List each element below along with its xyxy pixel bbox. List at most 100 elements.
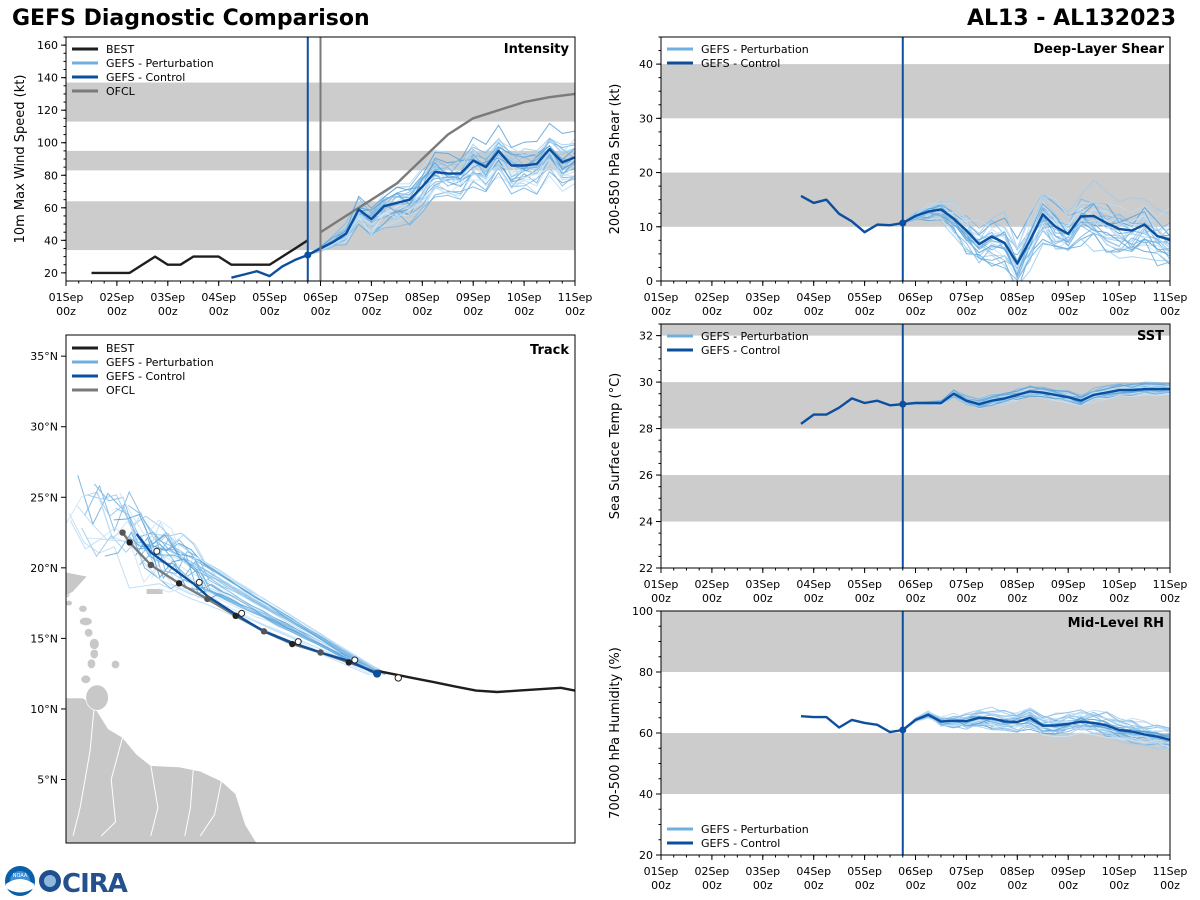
sst-ytick-label: 28 — [639, 423, 653, 436]
track-ofcl-point — [147, 561, 155, 569]
cira-logo: CIRA — [39, 869, 129, 899]
track-ofcl-point — [345, 659, 352, 666]
rh-xtick-sublabel: 00z — [1007, 879, 1027, 892]
sst-xtick-sublabel: 00z — [651, 592, 671, 605]
intensity-xtick-label: 02Sep — [100, 291, 135, 304]
sst-xtick-sublabel: 00z — [753, 592, 773, 605]
shear-xtick-label: 11Sep — [1153, 291, 1188, 304]
shear-ylabel: 200-850 hPa Shear (kt) — [608, 84, 623, 235]
sst-xtick-sublabel: 00z — [1058, 592, 1078, 605]
shear-perturbation-line — [902, 211, 1170, 281]
track-perturbation-line — [151, 553, 376, 674]
intensity-xtick-sublabel: 00z — [514, 305, 534, 318]
sst-band — [661, 382, 1170, 429]
sst-plot-area — [661, 324, 1170, 522]
track-ytick-label: 20°N — [30, 562, 58, 575]
rh-xtick-label: 05Sep — [847, 865, 882, 878]
rh-xtick-sublabel: 00z — [1058, 879, 1078, 892]
page-title: GEFS Diagnostic Comparison — [12, 6, 370, 31]
shear-ytick-label: 0 — [646, 275, 653, 288]
sst-xtick-sublabel: 00z — [1160, 592, 1180, 605]
island — [84, 628, 94, 638]
intensity-xtick-sublabel: 00z — [463, 305, 483, 318]
intensity-xtick-label: 05Sep — [252, 291, 287, 304]
intensity-legend-label: OFCL — [106, 85, 136, 98]
track-perturbation-line — [119, 492, 379, 671]
shear-xtick-sublabel: 00z — [855, 305, 875, 318]
rh-xtick-sublabel: 00z — [753, 879, 773, 892]
rh-xtick-label: 11Sep — [1153, 865, 1188, 878]
rh-xtick-sublabel: 00z — [855, 879, 875, 892]
rh-xtick-label: 07Sep — [949, 865, 984, 878]
track-ofcl-point — [119, 529, 126, 536]
track-ytick-label: 5°N — [37, 774, 58, 787]
intensity-gefs-control-line — [231, 148, 575, 279]
track-legend-label: GEFS - Perturbation — [106, 356, 214, 369]
panel-rh: 2040608010001Sep00z02Sep00z03Sep00z04Sep… — [608, 605, 1187, 892]
shear-perturbation-line — [902, 212, 1170, 269]
panel-shear: 01020304001Sep00z02Sep00z03Sep00z04Sep00… — [608, 36, 1188, 318]
track-ofcl-point — [175, 580, 183, 587]
intensity-xtick-label: 06Sep — [303, 291, 338, 304]
intensity-panel-title: Intensity — [504, 42, 570, 57]
intensity-best-line — [91, 239, 309, 275]
island — [66, 599, 73, 607]
sst-xtick-label: 02Sep — [695, 578, 730, 591]
sst-xtick-sublabel: 00z — [804, 592, 824, 605]
intensity-legend-label: GEFS - Perturbation — [106, 57, 214, 70]
rh-perturbation-line — [902, 715, 1170, 746]
intensity-xtick-sublabel: 00z — [412, 305, 432, 318]
intensity-xtick-sublabel: 00z — [260, 305, 280, 318]
shear-xtick-label: 01Sep — [644, 291, 679, 304]
sst-xtick-label: 08Sep — [1000, 578, 1035, 591]
shear-ytick-label: 40 — [639, 58, 653, 71]
sst-xtick-sublabel: 00z — [855, 592, 875, 605]
rh-perturbation-line — [902, 714, 1170, 749]
track-panel-title: Track — [530, 343, 569, 358]
sst-ytick-label: 26 — [639, 469, 653, 482]
sst-ylabel: Sea Surface Temp (°C) — [608, 373, 623, 520]
intensity-perturbation-line — [307, 138, 575, 256]
sst-ytick-label: 32 — [639, 330, 653, 343]
rh-ytick-label: 40 — [639, 788, 653, 801]
intensity-xtick-sublabel: 00z — [56, 305, 76, 318]
rh-xtick-sublabel: 00z — [702, 879, 722, 892]
track-ytick-label: 25°N — [30, 491, 58, 504]
rh-xtick-sublabel: 00z — [1160, 879, 1180, 892]
shear-perturbation-line — [902, 213, 1170, 281]
sst-band — [661, 475, 1170, 522]
island — [66, 571, 88, 597]
intensity-xtick-label: 04Sep — [201, 291, 236, 304]
shear-legend-label: GEFS - Control — [701, 57, 780, 70]
rh-xtick-label: 03Sep — [745, 865, 780, 878]
sst-xtick-sublabel: 00z — [1109, 592, 1129, 605]
intensity-xtick-sublabel: 00z — [565, 305, 585, 318]
island — [80, 674, 92, 684]
shear-plot-area — [661, 64, 1170, 281]
sst-xtick-label: 01Sep — [644, 578, 679, 591]
island — [86, 658, 97, 670]
rh-xtick-label: 08Sep — [1000, 865, 1035, 878]
track-control-point — [195, 578, 203, 586]
track-ofcl-point — [260, 628, 268, 635]
shear-perturbation-line — [902, 193, 1170, 250]
island — [89, 648, 99, 660]
shear-xtick-sublabel: 00z — [1007, 305, 1027, 318]
sst-xtick-label: 09Sep — [1051, 578, 1086, 591]
sst-legend-label: GEFS - Perturbation — [701, 330, 809, 343]
intensity-xtick-sublabel: 00z — [107, 305, 127, 318]
rh-legend-label: GEFS - Perturbation — [701, 823, 809, 836]
sst-perturbation-line — [902, 393, 1170, 410]
sst-xtick-sublabel: 00z — [957, 592, 977, 605]
intensity-xtick-sublabel: 00z — [158, 305, 178, 318]
shear-xtick-sublabel: 00z — [1109, 305, 1129, 318]
sst-xtick-sublabel: 00z — [906, 592, 926, 605]
track-legend-label: BEST — [106, 342, 134, 355]
intensity-ytick-label: 140 — [37, 72, 58, 85]
rh-xtick-label: 09Sep — [1051, 865, 1086, 878]
track-control-point — [351, 656, 359, 664]
intensity-xtick-label: 08Sep — [405, 291, 440, 304]
intensity-ytick-label: 160 — [37, 39, 58, 52]
shear-xtick-sublabel: 00z — [651, 305, 671, 318]
sst-xtick-label: 03Sep — [745, 578, 780, 591]
